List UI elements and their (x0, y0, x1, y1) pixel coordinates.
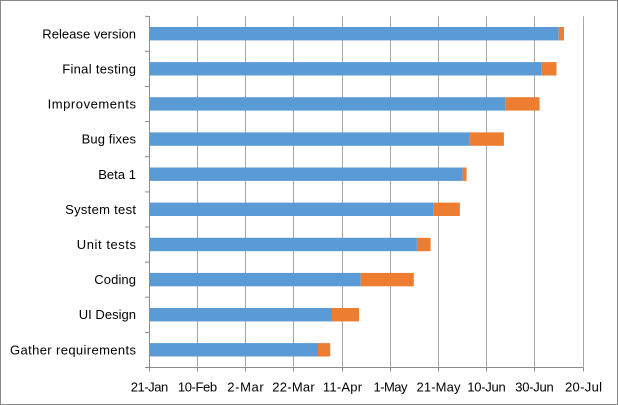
svg-text:21-Jan: 21-Jan (131, 379, 168, 394)
svg-text:11-Apr: 11-Apr (323, 379, 363, 394)
svg-text:1-May: 1-May (374, 379, 409, 394)
svg-text:Release version: Release version (42, 26, 136, 41)
svg-text:System test: System test (65, 202, 136, 217)
svg-text:20-Jul: 20-Jul (565, 379, 602, 394)
svg-text:Coding: Coding (94, 272, 136, 287)
svg-text:UI Design: UI Design (79, 307, 136, 322)
svg-text:21-May: 21-May (417, 379, 462, 394)
svg-text:22-Mar: 22-Mar (272, 379, 315, 394)
svg-text:2-Mar: 2-Mar (227, 379, 264, 394)
svg-text:Beta 1: Beta 1 (98, 167, 136, 182)
svg-text:Final testing: Final testing (62, 61, 136, 76)
svg-text:30-Jun: 30-Jun (515, 379, 554, 394)
svg-text:Unit tests: Unit tests (77, 237, 137, 252)
svg-text:Bug fixes: Bug fixes (82, 132, 137, 147)
svg-text:Gather requirements: Gather requirements (10, 342, 137, 357)
svg-text:10-Feb: 10-Feb (178, 379, 217, 394)
svg-text:10-Jun: 10-Jun (467, 379, 506, 394)
svg-text:Improvements: Improvements (48, 97, 137, 112)
